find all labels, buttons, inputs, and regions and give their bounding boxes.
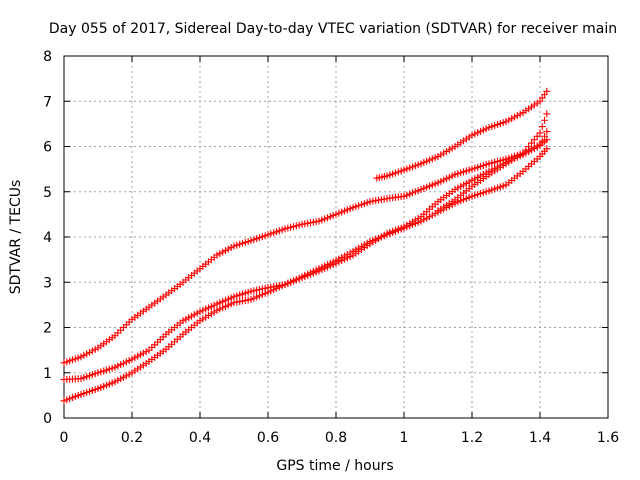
x-tick-label: 0.6	[257, 430, 279, 446]
x-tick-label: 0.8	[325, 430, 347, 446]
x-tick-label: 1.4	[529, 430, 551, 446]
y-tick-label: 6	[43, 140, 52, 156]
y-axis-label: SDTVAR / TECUs	[8, 180, 24, 295]
data-point-marker	[536, 142, 544, 150]
y-tick-label: 4	[43, 230, 52, 246]
x-tick-label: 0	[60, 430, 69, 446]
y-tick-label: 5	[43, 185, 52, 201]
data-point-marker	[538, 123, 546, 131]
y-tick-label: 3	[43, 275, 52, 291]
y-tick-label: 8	[43, 49, 52, 65]
data-point-marker	[541, 116, 549, 124]
data-point-marker	[543, 87, 551, 95]
data-point-marker	[543, 145, 551, 153]
grid-layer	[64, 56, 608, 418]
series-2	[60, 128, 551, 384]
y-tick-label: 2	[43, 321, 52, 337]
data-point-marker	[543, 110, 551, 118]
data-point-marker	[543, 128, 551, 136]
chart-title: Day 055 of 2017, Sidereal Day-to-day VTE…	[49, 21, 617, 37]
y-tick-label: 7	[43, 94, 52, 110]
x-tick-label: 1	[400, 430, 409, 446]
data-point-marker	[536, 129, 544, 137]
x-tick-label: 0.4	[189, 430, 211, 446]
data-point-marker	[541, 132, 549, 140]
series-layer	[60, 87, 551, 405]
series-1	[60, 136, 551, 367]
x-tick-label: 1.6	[597, 430, 619, 446]
series-4	[373, 87, 551, 182]
data-point-marker	[538, 137, 546, 145]
x-axis-label: GPS time / hours	[276, 458, 393, 474]
x-tick-label: 0.2	[121, 430, 143, 446]
tick-layer: 0 0.2 0.4 0.6 0.8 1 1.2 1.4 1.6 0 1 2 3 4 5 6 7 8	[43, 49, 619, 446]
x-tick-label: 1.2	[461, 430, 483, 446]
series-5	[434, 110, 551, 215]
y-tick-label: 0	[43, 411, 52, 427]
y-tick-label: 1	[43, 366, 52, 382]
